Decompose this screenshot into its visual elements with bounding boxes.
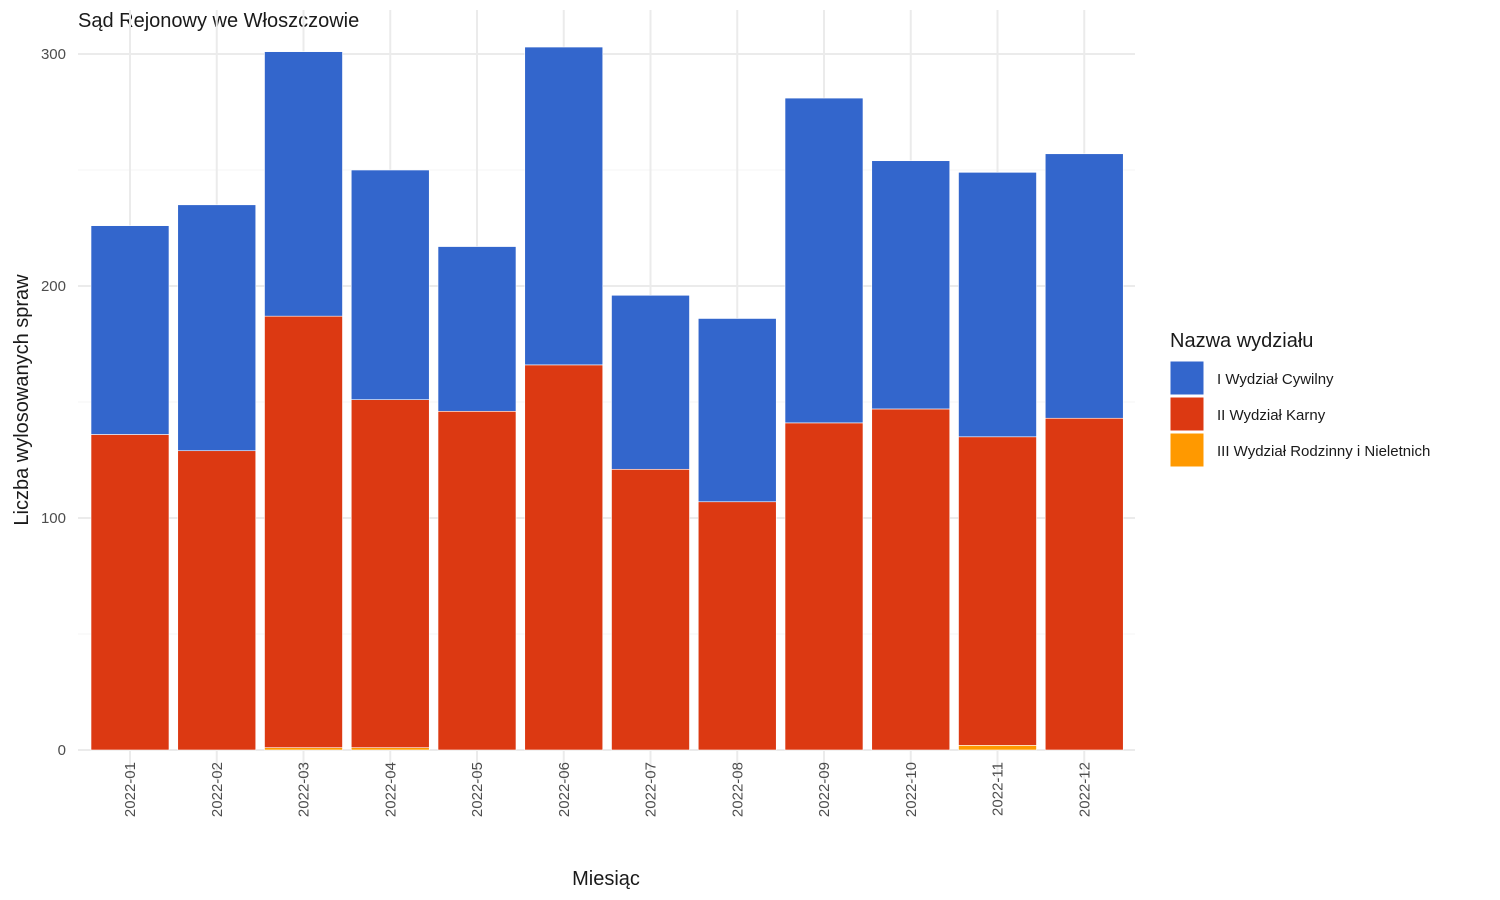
x-tick-label: 2022-08 xyxy=(729,762,746,817)
bar-segment xyxy=(784,422,864,751)
bar-segment xyxy=(350,747,430,751)
legend-label: I Wydział Cywilny xyxy=(1217,371,1334,388)
bar-segment xyxy=(784,97,864,424)
bar-segment xyxy=(264,51,343,317)
y-axis-title: Liczba wylosowanych spraw xyxy=(11,274,33,526)
bar-segment xyxy=(524,364,604,751)
legend-label: II Wydział Karny xyxy=(1217,407,1326,424)
x-tick-label: 2022-09 xyxy=(816,762,833,817)
legend: Nazwa wydziału I Wydział Cywilny II Wydzi… xyxy=(1169,330,1430,468)
x-tick-label: 2022-11 xyxy=(990,762,1007,816)
legend-title: Nazwa wydziału xyxy=(1170,330,1313,352)
bar-segment xyxy=(958,745,1037,751)
x-tick-label: 2022-03 xyxy=(296,762,313,817)
x-tick-label: 2022-12 xyxy=(1076,762,1093,817)
bar-segment xyxy=(871,160,951,410)
y-tick-label: 200 xyxy=(41,278,66,295)
x-tick-label: 2022-01 xyxy=(122,762,139,817)
bar-segment xyxy=(437,410,517,751)
bars xyxy=(90,46,1124,751)
bar-segment xyxy=(90,225,170,435)
y-tick-label: 300 xyxy=(41,46,66,63)
bar-segment xyxy=(611,294,690,470)
x-tick-label: 2022-06 xyxy=(556,762,573,817)
bar-segment xyxy=(1044,417,1124,751)
bar-segment xyxy=(350,169,430,400)
x-axis-title: Miesiąc xyxy=(572,868,640,890)
legend-key xyxy=(1169,396,1205,432)
x-tick-label: 2022-07 xyxy=(643,762,660,817)
bar-segment xyxy=(524,46,604,366)
x-tick-label: 2022-04 xyxy=(382,762,399,817)
legend-key xyxy=(1169,360,1205,396)
bar-segment xyxy=(264,315,343,748)
chart-title: Sąd Rejonowy we Włoszczowie xyxy=(78,10,359,32)
y-tick-label: 0 xyxy=(58,742,66,759)
bar-segment xyxy=(437,246,517,412)
bar-segment xyxy=(611,468,690,751)
bar-segment xyxy=(697,318,777,503)
legend-key xyxy=(1169,432,1205,468)
x-tick-label: 2022-05 xyxy=(469,762,486,817)
x-tick-label: 2022-10 xyxy=(903,762,920,817)
y-tick-label: 100 xyxy=(41,510,66,527)
x-axis-ticks: 2022-01 2022-02 2022-03 2022-04 2022-05 2022-… xyxy=(122,762,1093,817)
bar-segment xyxy=(90,434,170,751)
bar-segment xyxy=(958,172,1037,438)
bar-segment xyxy=(871,408,951,751)
bar-segment xyxy=(264,747,343,751)
bar-segment xyxy=(697,501,777,751)
legend-label: III Wydział Rodzinny i Nieletnich xyxy=(1217,443,1430,460)
bar-segment xyxy=(1044,153,1124,419)
x-tick-label: 2022-02 xyxy=(209,762,226,817)
bar-segment xyxy=(350,399,430,748)
y-axis-ticks: 0 100 200 300 xyxy=(41,46,66,759)
bar-segment xyxy=(177,204,257,452)
bar-segment xyxy=(958,436,1037,746)
bar-segment xyxy=(177,450,257,751)
